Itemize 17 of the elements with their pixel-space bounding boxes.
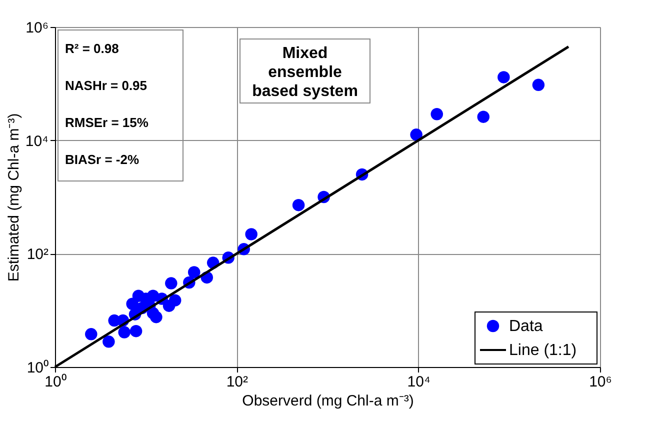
x-tick-label: 10² [226,374,248,390]
annotation: BIASr = -2% [65,152,140,167]
x-axis-title: Observerd (mg Chl-a m⁻³) [242,392,414,410]
annotation: RMSEr = 15% [65,115,149,130]
y-tick-label: 10⁰ [26,360,48,376]
y-tick-label: 10⁶ [26,20,48,36]
annotation: Mixed ensemble based system [252,45,358,100]
y-tick-label: 10² [26,246,48,264]
legend-label: Line (1:1) [509,342,577,359]
annotation: NASHr = 0.95 [65,78,148,93]
y-axis-title: Estimated (mg Chl-a m⁻³) [5,113,22,282]
x-tick-label: 10⁰ [44,374,66,390]
y-tick-label: 10⁴ [25,132,48,150]
legend-label: Data [509,318,543,335]
annotation: R² = 0.98 [65,41,119,56]
x-tick-label: 10⁶ [589,374,612,390]
x-tick-label: 10⁴ [407,374,430,390]
